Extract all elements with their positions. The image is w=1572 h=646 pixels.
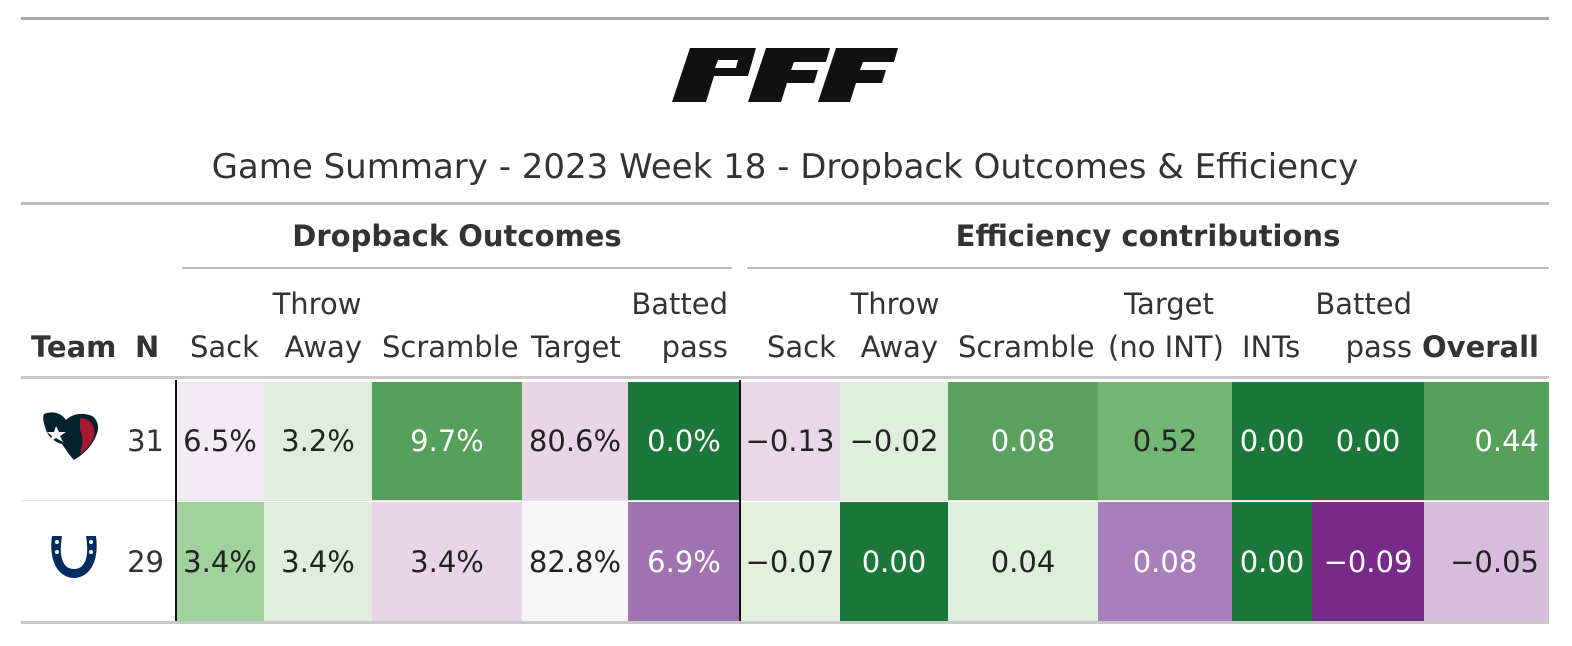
row2-efficiency-ints: 0.00 bbox=[1232, 502, 1312, 621]
row2-dropback-scramble: 3.4% bbox=[372, 502, 522, 621]
header-efficiency-batted-line1: Batted bbox=[1315, 287, 1412, 321]
row2-efficiency-sack: −0.07 bbox=[740, 502, 840, 621]
row2-dropback-batted-pass: 6.9% bbox=[628, 502, 740, 621]
row-divider bbox=[21, 500, 1549, 501]
row1-n: 31 bbox=[127, 424, 164, 458]
page-title: Game Summary - 2023 Week 18 - Dropback O… bbox=[211, 147, 1359, 187]
column-separator-left bbox=[175, 380, 177, 623]
header-efficiency-target-line1: Target bbox=[1124, 287, 1214, 321]
row1-dropback-scramble: 9.7% bbox=[372, 382, 522, 500]
colts-horseshoe-icon bbox=[51, 536, 97, 578]
header-dropback-batted-line2: pass bbox=[661, 330, 728, 364]
title-rule bbox=[21, 202, 1549, 205]
header-efficiency-target-line2: (no INT) bbox=[1108, 330, 1224, 364]
row2-n: 29 bbox=[127, 544, 164, 579]
pff-logo-icon bbox=[672, 48, 898, 102]
row1-efficiency-batted-pass: 0.00 bbox=[1312, 382, 1424, 500]
row2-efficiency-batted-pass: −0.09 bbox=[1312, 502, 1424, 621]
row1-efficiency-sack: −0.13 bbox=[740, 382, 840, 500]
row1-dropback-batted-pass: 0.0% bbox=[628, 382, 740, 500]
row2-efficiency-throw-away: 0.00 bbox=[840, 502, 948, 621]
row2-dropback-sack: 3.4% bbox=[176, 502, 264, 621]
header-rule bbox=[21, 376, 1549, 379]
row2-dropback-throw-away: 3.4% bbox=[264, 502, 372, 621]
header-dropback-target: Target bbox=[531, 330, 621, 364]
header-dropback-batted-line1: Batted bbox=[631, 287, 728, 321]
header-efficiency-overall: Overall bbox=[1422, 330, 1539, 364]
spanner-rule-dropback bbox=[182, 267, 732, 269]
row1-efficiency-ints: 0.00 bbox=[1232, 382, 1312, 500]
bottom-rule bbox=[21, 621, 1549, 624]
header-efficiency-throw-line1: Throw bbox=[850, 287, 940, 321]
header-efficiency-batted-line2: pass bbox=[1345, 330, 1412, 364]
header-efficiency-ints: INTs bbox=[1242, 330, 1301, 364]
header-dropback-scramble: Scramble bbox=[382, 330, 519, 364]
row2-efficiency-overall: −0.05 bbox=[1424, 502, 1549, 621]
texans-logo-icon bbox=[43, 412, 99, 460]
spanner-rule-efficiency bbox=[747, 267, 1549, 269]
row1-efficiency-throw-away: −0.02 bbox=[840, 382, 948, 500]
header-n: N bbox=[135, 330, 160, 364]
row1-efficiency-scramble: 0.08 bbox=[948, 382, 1098, 500]
row2-efficiency-target-no-int: 0.08 bbox=[1098, 502, 1232, 621]
header-dropback-sack: Sack bbox=[190, 330, 259, 364]
row1-dropback-throw-away: 3.2% bbox=[264, 382, 372, 500]
row1-dropback-sack: 6.5% bbox=[176, 382, 264, 500]
header-efficiency-sack: Sack bbox=[767, 330, 836, 364]
header-efficiency-throw-line2: Away bbox=[860, 330, 938, 364]
header-efficiency-scramble: Scramble bbox=[958, 330, 1095, 364]
column-separator-middle bbox=[739, 380, 741, 623]
row1-efficiency-target-no-int: 0.52 bbox=[1098, 382, 1232, 500]
header-dropback-throw-line2: Away bbox=[284, 330, 362, 364]
top-rule bbox=[21, 17, 1549, 20]
header-dropback-throw-line1: Throw bbox=[272, 287, 362, 321]
spanner-efficiency-contributions: Efficiency contributions bbox=[955, 219, 1341, 253]
row2-efficiency-scramble: 0.04 bbox=[948, 502, 1098, 621]
spanner-dropback-outcomes: Dropback Outcomes bbox=[292, 219, 622, 253]
header-team: Team bbox=[31, 330, 117, 364]
row1-efficiency-overall: 0.44 bbox=[1424, 382, 1549, 500]
row2-dropback-target: 82.8% bbox=[522, 502, 628, 621]
row1-dropback-target: 80.6% bbox=[522, 382, 628, 500]
